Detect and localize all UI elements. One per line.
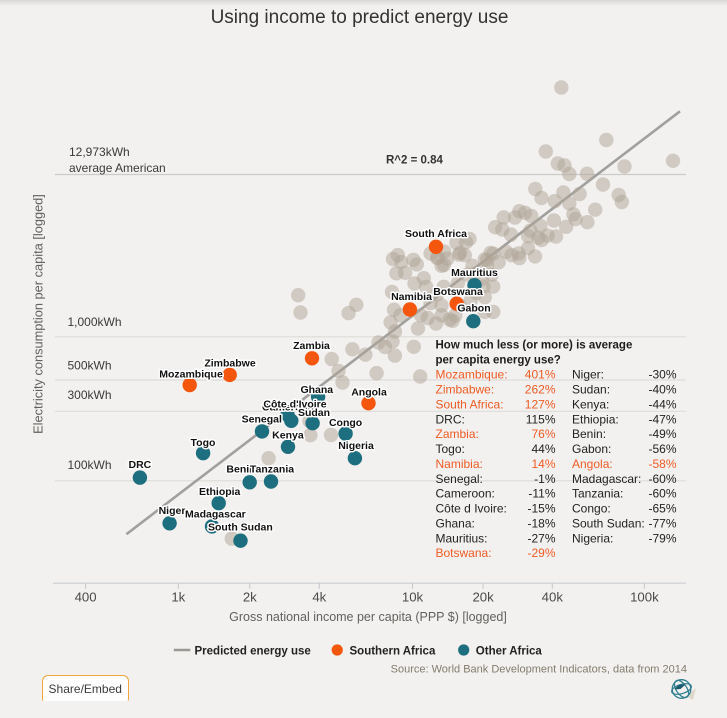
- svg-text:-47%: -47%: [648, 412, 676, 426]
- svg-text:South Sudan:: South Sudan:: [572, 516, 645, 530]
- svg-text:Kenya:: Kenya:: [572, 397, 609, 411]
- svg-text:Nigeria:: Nigeria:: [572, 531, 613, 545]
- svg-text:100kWh: 100kWh: [68, 458, 112, 472]
- svg-text:How much less (or more) is ave: How much less (or more) is average: [436, 340, 633, 352]
- svg-text:Niger:: Niger:: [572, 368, 604, 382]
- svg-text:Côte d Ivoire:: Côte d Ivoire:: [436, 502, 507, 516]
- svg-text:1k: 1k: [171, 590, 185, 605]
- svg-text:Source: World Bank Development: Source: World Bank Development Indicator…: [391, 664, 687, 676]
- svg-text:-49%: -49%: [648, 427, 676, 441]
- svg-text:-79%: -79%: [648, 531, 676, 545]
- svg-text:401%: 401%: [525, 368, 556, 382]
- svg-text:Gabon: Gabon: [457, 303, 490, 315]
- svg-text:Kenya: Kenya: [272, 430, 304, 442]
- svg-text:-40%: -40%: [648, 383, 676, 397]
- svg-text:Angola: Angola: [351, 387, 387, 399]
- svg-text:127%: 127%: [525, 397, 556, 411]
- svg-text:Namibia: Namibia: [391, 291, 432, 303]
- svg-text:20k: 20k: [472, 590, 494, 605]
- svg-text:Namibia:: Namibia:: [436, 457, 483, 471]
- svg-text:Predicted energy use: Predicted energy use: [195, 645, 311, 657]
- svg-text:10k: 10k: [402, 590, 424, 605]
- svg-text:Tanzania:: Tanzania:: [572, 487, 623, 501]
- svg-text:R^2 = 0.84: R^2 = 0.84: [386, 155, 444, 167]
- svg-text:Mauritius: Mauritius: [451, 267, 498, 279]
- svg-text:Other Africa: Other Africa: [476, 645, 543, 657]
- svg-text:Gabon:: Gabon:: [572, 442, 611, 456]
- svg-text:Senegal:: Senegal:: [436, 472, 483, 486]
- svg-text:Congo:: Congo:: [572, 502, 611, 516]
- svg-text:Ghana:: Ghana:: [436, 516, 475, 530]
- svg-text:-58%: -58%: [648, 457, 676, 471]
- svg-text:Tanzania: Tanzania: [250, 464, 294, 476]
- svg-text:1,000kWh: 1,000kWh: [68, 315, 122, 329]
- svg-text:12,973kWh: 12,973kWh: [69, 145, 130, 159]
- svg-text:-1%: -1%: [534, 472, 556, 486]
- svg-text:-60%: -60%: [648, 487, 676, 501]
- svg-text:South Africa: South Africa: [405, 228, 467, 240]
- svg-text:400: 400: [75, 590, 97, 605]
- svg-text:-44%: -44%: [648, 397, 676, 411]
- svg-text:-56%: -56%: [648, 442, 676, 456]
- svg-text:Botswana:: Botswana:: [436, 546, 492, 560]
- svg-text:Sudan: Sudan: [298, 407, 330, 419]
- svg-text:2k: 2k: [243, 590, 257, 605]
- svg-text:76%: 76%: [531, 427, 555, 441]
- svg-text:DRC: DRC: [129, 459, 152, 471]
- svg-text:-30%: -30%: [648, 368, 676, 382]
- svg-text:14%: 14%: [531, 457, 555, 471]
- svg-text:Cameroon: Cameroon: [262, 402, 314, 414]
- svg-text:Togo: Togo: [191, 437, 216, 449]
- svg-text:4k: 4k: [312, 590, 326, 605]
- svg-text:Benin: Benin: [226, 464, 255, 476]
- svg-text:Togo:: Togo:: [436, 442, 465, 456]
- svg-text:Electricity consumption per ca: Electricity consumption per capita [logg…: [31, 194, 46, 434]
- svg-text:-65%: -65%: [648, 502, 676, 516]
- svg-text:-18%: -18%: [527, 516, 555, 530]
- svg-text:South Sudan: South Sudan: [208, 522, 273, 534]
- svg-text:Congo: Congo: [329, 417, 362, 429]
- svg-text:Ghana: Ghana: [300, 384, 333, 396]
- svg-text:Botswana: Botswana: [433, 286, 483, 298]
- svg-text:Sudan:: Sudan:: [572, 383, 610, 397]
- svg-text:Angola:: Angola:: [572, 457, 613, 471]
- svg-text:Niger: Niger: [159, 505, 186, 517]
- svg-text:262%: 262%: [525, 383, 556, 397]
- svg-text:Zambia: Zambia: [293, 340, 330, 352]
- svg-text:40k: 40k: [542, 590, 564, 605]
- svg-text:Senegal: Senegal: [242, 414, 282, 426]
- svg-text:500kWh: 500kWh: [68, 359, 112, 373]
- svg-text:Cameroon:: Cameroon:: [436, 487, 495, 501]
- svg-text:-15%: -15%: [527, 502, 555, 516]
- svg-text:Zimbabwe:: Zimbabwe:: [436, 383, 495, 397]
- svg-text:Madagascar: Madagascar: [185, 509, 246, 521]
- svg-text:300kWh: 300kWh: [68, 388, 112, 402]
- svg-text:average American: average American: [69, 161, 166, 175]
- svg-text:Gross national income per capi: Gross national income per capita (PPP $)…: [229, 610, 507, 624]
- svg-text:-27%: -27%: [527, 531, 555, 545]
- svg-text:DRC:: DRC:: [436, 412, 465, 426]
- svg-text:per capita energy use?: per capita energy use?: [436, 355, 561, 367]
- svg-text:Benin:: Benin:: [572, 427, 606, 441]
- svg-text:Ethiopia: Ethiopia: [199, 486, 241, 498]
- svg-text:Nigeria: Nigeria: [338, 440, 374, 452]
- svg-text:Mozambique: Mozambique: [159, 369, 223, 381]
- svg-text:Zimbabwe: Zimbabwe: [204, 358, 256, 370]
- svg-text:Madagascar:: Madagascar:: [572, 472, 641, 486]
- svg-text:-11%: -11%: [528, 487, 555, 501]
- svg-text:115%: 115%: [526, 412, 556, 426]
- svg-text:Mozambique:: Mozambique:: [436, 368, 508, 382]
- svg-text:Zambia:: Zambia:: [436, 427, 479, 441]
- svg-text:Côte d'Ivoire: Côte d'Ivoire: [263, 399, 326, 411]
- svg-text:-60%: -60%: [648, 472, 676, 486]
- svg-text:Mauritius:: Mauritius:: [436, 531, 488, 545]
- svg-text:-77%: -77%: [648, 516, 676, 530]
- svg-text:Southern Africa: Southern Africa: [350, 645, 436, 657]
- svg-text:44%: 44%: [531, 442, 555, 456]
- svg-text:Ethiopia:: Ethiopia:: [572, 412, 619, 426]
- svg-text:100k: 100k: [630, 590, 659, 605]
- svg-text:South Africa:: South Africa:: [436, 397, 504, 411]
- svg-text:-29%: -29%: [527, 546, 555, 560]
